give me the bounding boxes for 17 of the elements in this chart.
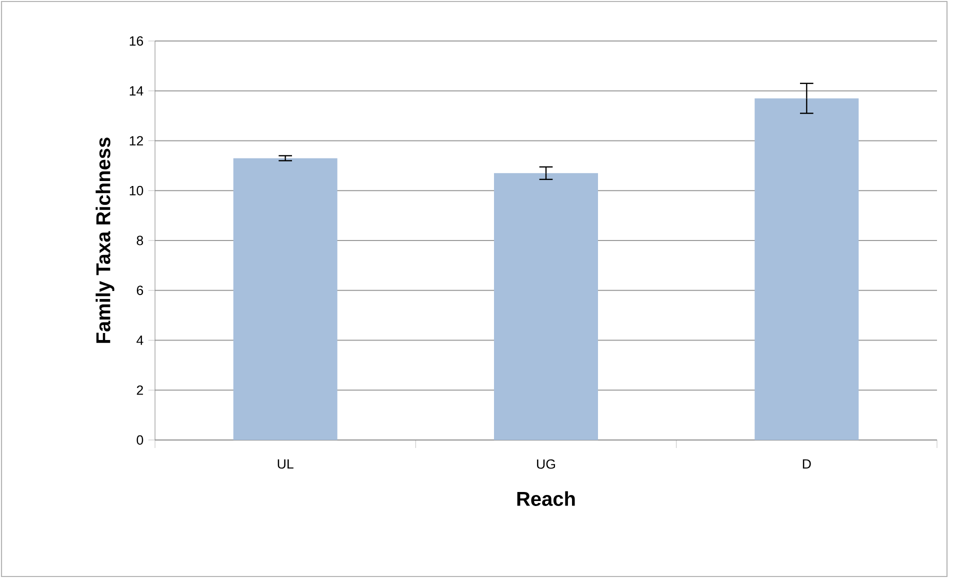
x-tick-label: D xyxy=(802,459,811,469)
y-tick-label: 2 xyxy=(136,385,143,395)
y-tick-label: 12 xyxy=(130,136,143,146)
y-tick-label: 6 xyxy=(136,286,144,296)
y-tick-label: 16 xyxy=(130,36,144,46)
bar xyxy=(233,158,338,440)
bar xyxy=(754,98,859,440)
y-tick-label: 8 xyxy=(136,236,144,246)
x-axis-title: Reach xyxy=(517,491,575,506)
bar xyxy=(494,173,598,440)
x-tick-label: UG xyxy=(537,459,556,469)
y-tick-label: 0 xyxy=(136,435,144,445)
y-tick-label: 14 xyxy=(130,86,144,96)
y-tick-label: 4 xyxy=(136,336,144,345)
x-tick-label: UL xyxy=(278,459,294,469)
y-axis-title: Family Taxa Richness xyxy=(96,138,114,343)
y-tick-label: 10 xyxy=(130,186,144,196)
